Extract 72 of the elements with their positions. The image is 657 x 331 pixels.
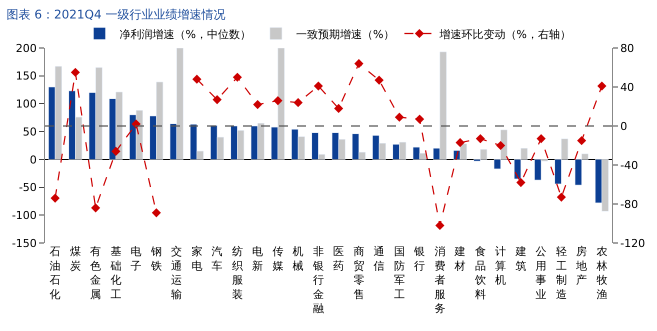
y-tick-label: 50 — [22, 125, 37, 138]
y2-tick-label: -40 — [620, 158, 638, 172]
y2-tick-label: 0 — [620, 120, 628, 133]
x-tick-label: 电子 — [130, 245, 142, 272]
point — [597, 81, 606, 91]
x-tick-label: 银行 — [413, 245, 426, 272]
y-tick-label: 200 — [16, 42, 37, 55]
x-tick-label: 计算机 — [495, 245, 506, 287]
chart-title: 图表 6：2021Q4 一级行业业绩增速情况 — [6, 7, 226, 22]
point — [232, 72, 242, 82]
x-tick-label: 石油石化 — [50, 245, 61, 301]
x-tick-label: 公用事业 — [536, 245, 547, 301]
point — [152, 208, 161, 218]
point — [415, 114, 424, 124]
x-tick-label: 医药 — [333, 245, 344, 272]
x-tick-label: 煤炭 — [70, 245, 81, 272]
point — [192, 74, 202, 84]
x-tick-label: 纺织服装 — [232, 245, 243, 301]
x-tick-label: 传媒 — [272, 245, 284, 272]
point — [496, 140, 506, 150]
x-tick-label: 交通运输 — [171, 245, 182, 301]
y2-tick-label: -120 — [620, 236, 646, 250]
x-tick-label: 商贸零售 — [353, 245, 364, 301]
point — [536, 134, 546, 144]
legend-label: 增速环比变动（%，右轴） — [438, 28, 571, 41]
legend-label: 一致预期增速（%） — [296, 28, 394, 41]
point — [253, 100, 262, 110]
x-tick-label: 建材 — [454, 245, 466, 272]
point — [91, 203, 100, 212]
point — [354, 59, 364, 68]
point — [556, 192, 566, 202]
x-tick-label: 房地产 — [575, 245, 588, 287]
point — [456, 138, 465, 148]
x-tick-label: 通信 — [374, 245, 385, 272]
x-tick-label: 消费者服务 — [434, 245, 446, 316]
point — [577, 136, 586, 146]
x-tick-label: 食品饮料 — [474, 245, 486, 301]
x-tick-label: 轻工制造 — [556, 245, 567, 301]
y2-tick-label: -80 — [620, 198, 638, 211]
y2-tick-label: 80 — [620, 42, 634, 55]
point — [516, 178, 526, 188]
point — [394, 112, 404, 122]
point — [273, 96, 282, 106]
x-tick-label: 非银行金融 — [312, 245, 324, 316]
x-tick-label: 基础化工 — [109, 245, 122, 301]
y-tick-label: -100 — [12, 208, 37, 222]
point — [334, 104, 344, 113]
y-tick-label: 150 — [16, 70, 37, 83]
point — [435, 220, 444, 230]
x-tick-label: 有色金属 — [90, 245, 102, 301]
point — [212, 95, 222, 104]
y-tick-label: -50 — [18, 181, 37, 194]
x-tick-label: 国防军工 — [394, 245, 405, 301]
x-tick-label: 钢铁 — [150, 245, 162, 272]
x-tick-label: 机械 — [292, 245, 304, 272]
y2-tick-label: 40 — [620, 80, 634, 94]
point — [476, 134, 485, 144]
point — [294, 98, 303, 108]
x-tick-label: 电新 — [252, 245, 264, 272]
point — [314, 81, 323, 91]
y-tick-label: 100 — [16, 98, 37, 111]
x-tick-label: 家电 — [191, 245, 202, 272]
point — [50, 194, 60, 203]
point — [70, 68, 80, 77]
point — [111, 146, 120, 156]
legend-label: 净利润增速（%，中位数） — [120, 28, 251, 41]
x-tick-label: 建筑 — [514, 245, 526, 272]
x-tick-label: 农林牧渔 — [595, 245, 608, 301]
y-tick-label: -150 — [12, 236, 37, 250]
point — [374, 76, 384, 85]
y-tick-label: 0 — [30, 153, 37, 166]
x-tick-label: 汽车 — [212, 245, 223, 272]
